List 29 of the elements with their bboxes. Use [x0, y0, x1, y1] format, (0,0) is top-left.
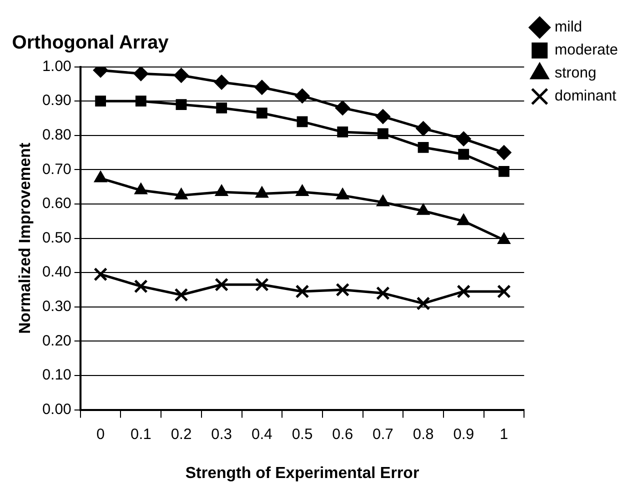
x-tick-label: 0.7: [372, 426, 394, 443]
x-tick-label: 0.6: [332, 426, 354, 443]
x-tick-label: 0: [96, 426, 105, 443]
y-tick-label: 0.50: [42, 229, 72, 246]
y-tick-label: 0.70: [42, 160, 72, 178]
x-tick-label: 0.9: [453, 426, 474, 443]
x-tick-label: 0.8: [412, 426, 434, 443]
y-tick-label: 0.80: [42, 126, 72, 144]
y-tick-label: 1.00: [42, 58, 72, 75]
chart-title: Orthogonal Array: [12, 32, 170, 54]
y-tick-label: 0.10: [42, 366, 72, 384]
y-tick-label: 0.20: [42, 332, 72, 350]
y-tick-label: 0.60: [42, 195, 72, 212]
legend-label: moderate: [554, 42, 618, 59]
x-tick-label: 0.2: [170, 426, 192, 443]
x-tick-label: 0.4: [251, 426, 272, 443]
y-tick-label: 0.40: [42, 264, 72, 281]
legend-label: strong: [554, 64, 596, 82]
y-tick-label: 0.00: [42, 400, 72, 418]
y-tick-label: 0.90: [42, 92, 72, 110]
x-tick-label: 0.1: [130, 426, 152, 443]
y-axis-title: Normalized Improvement: [17, 142, 34, 334]
x-tick-label: 1: [500, 426, 508, 443]
legend-label: mild: [554, 18, 582, 36]
x-tick-label: 0.5: [292, 426, 313, 443]
x-tick-label: 0.3: [211, 426, 232, 443]
legend-label: dominant: [554, 88, 618, 105]
x-axis-title: Strength of Experimental Error: [185, 464, 420, 482]
y-tick-label: 0.30: [42, 298, 72, 316]
